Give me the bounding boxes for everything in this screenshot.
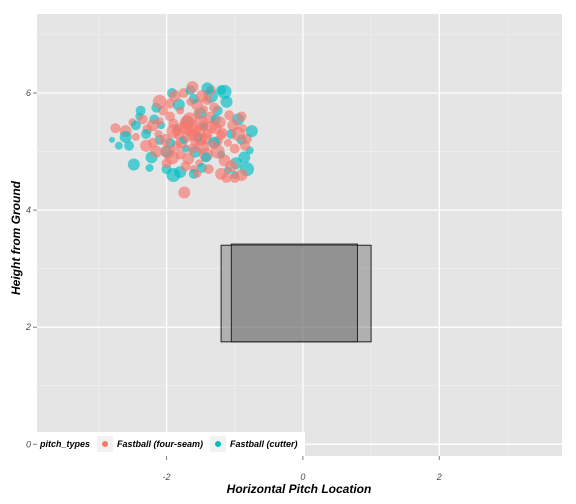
point-cutter [220, 95, 233, 108]
point-four-seam [203, 164, 214, 175]
point-four-seam [235, 168, 248, 181]
legend: pitch_types Fastball (four-seam) Fastbal… [37, 432, 305, 456]
point-four-seam [217, 127, 228, 138]
point-four-seam [186, 81, 199, 94]
x-axis-title: Horizontal Pitch Location [227, 482, 372, 496]
point-four-seam [154, 130, 163, 139]
point-cutter [201, 152, 212, 163]
point-four-seam [193, 109, 202, 118]
point-cutter [119, 130, 132, 143]
legend-title: pitch_types [39, 439, 90, 449]
y-axis-title: Height from Ground [9, 180, 23, 295]
point-four-seam [161, 158, 172, 169]
point-four-seam [182, 152, 195, 165]
point-four-seam [187, 129, 200, 142]
point-four-seam [193, 169, 202, 178]
point-four-seam [210, 144, 225, 159]
point-four-seam [229, 143, 240, 154]
point-cutter [145, 163, 154, 172]
legend-background [37, 432, 305, 456]
point-four-seam [131, 132, 140, 141]
point-four-seam [223, 138, 232, 147]
point-four-seam [200, 105, 209, 114]
point-cutter [109, 136, 115, 143]
y-tick-label: 4 [26, 205, 31, 215]
point-four-seam [209, 102, 220, 113]
point-four-seam [168, 89, 181, 102]
strike-zones [220, 243, 372, 343]
point-four-seam [110, 123, 121, 134]
point-cutter [141, 129, 152, 140]
point-four-seam [159, 133, 172, 146]
point-four-seam [239, 140, 250, 151]
point-four-seam [178, 186, 191, 199]
legend-key-four-seam [102, 441, 108, 447]
point-four-seam [146, 119, 159, 132]
point-four-seam [176, 106, 185, 115]
point-four-seam [221, 172, 232, 183]
point-four-seam [150, 145, 163, 158]
pitch-points [109, 81, 258, 199]
point-cutter [127, 158, 140, 171]
x-axis-ticks: -2 0 2 [163, 456, 442, 482]
point-four-seam [236, 111, 247, 122]
point-cutter [238, 151, 251, 164]
y-tick-label: 6 [26, 88, 31, 98]
point-four-seam [227, 119, 240, 132]
legend-label-cutter: Fastball (cutter) [230, 439, 298, 449]
point-four-seam [187, 143, 198, 154]
x-tick-label: -2 [163, 472, 171, 482]
x-tick-label: 0 [300, 472, 305, 482]
point-cutter [245, 125, 258, 138]
y-axis-ticks: 0 2 4 6 [25, 88, 37, 449]
point-four-seam [179, 122, 192, 135]
grid-minor [37, 14, 562, 456]
point-four-seam [152, 94, 167, 109]
legend-key-cutter [215, 441, 221, 447]
point-four-seam [140, 139, 153, 152]
point-cutter [124, 140, 135, 151]
point-cutter [130, 120, 141, 131]
strike-zone-2 [230, 243, 358, 343]
legend-label-four-seam: Fastball (four-seam) [117, 439, 203, 449]
point-four-seam [204, 120, 217, 133]
point-four-seam [224, 110, 235, 121]
point-cutter [217, 84, 232, 99]
point-four-seam [225, 160, 238, 173]
point-cutter [135, 105, 146, 116]
point-cutter [114, 141, 123, 150]
y-tick-label: 0 [26, 439, 31, 449]
point-four-seam [196, 89, 208, 102]
strike-zone-1 [220, 244, 372, 343]
point-four-seam [166, 124, 181, 139]
point-four-seam [137, 114, 148, 125]
plot-panel [37, 14, 562, 456]
point-four-seam [186, 97, 195, 106]
x-tick-label: 2 [436, 472, 442, 482]
y-tick-label: 2 [25, 322, 31, 332]
point-four-seam [213, 116, 226, 129]
point-four-seam [160, 144, 175, 159]
